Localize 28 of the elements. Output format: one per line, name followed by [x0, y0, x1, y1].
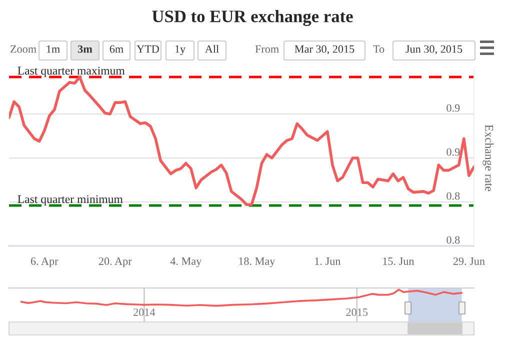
x-tick-label: 20. Apr: [98, 257, 132, 268]
text: To: [373, 45, 384, 53]
x-tick-label: 4. May: [170, 257, 202, 268]
y-tick-label: 0.8: [446, 236, 460, 244]
x-tick-label: 2015: [346, 308, 368, 316]
x-tick-label: 29. Jun: [453, 257, 485, 265]
x-tick-label: 1. Jun: [315, 257, 341, 265]
y-axis-title: Exchange rate: [482, 124, 494, 192]
text: Jun 30, 2015: [406, 45, 462, 54]
text: YTD: [136, 45, 159, 53]
ref-line-label: Last quarter maximum: [18, 66, 125, 78]
x-tick-label: 15. Jun: [383, 257, 414, 265]
text: Zoom: [10, 45, 36, 53]
ref-line-label: Last quarter minimum: [18, 195, 123, 206]
text: Mar 30, 2015: [294, 45, 354, 54]
text: 1y: [175, 45, 186, 56]
y-tick-label: 0.8: [446, 192, 460, 200]
y-tick-label: 0.9: [446, 148, 460, 156]
x-tick-label: 2014: [134, 308, 156, 316]
text: 1m: [46, 45, 60, 53]
text: All: [205, 44, 219, 53]
y-tick-label: 0.9: [446, 104, 460, 112]
text: 3m: [78, 45, 92, 53]
x-tick-label: 6. Apr: [30, 257, 58, 268]
text: 6m: [110, 45, 124, 53]
x-tick-label: 18. May: [239, 257, 276, 268]
chart-title: USD to EUR exchange rate: [152, 10, 353, 26]
text: From: [255, 45, 279, 53]
